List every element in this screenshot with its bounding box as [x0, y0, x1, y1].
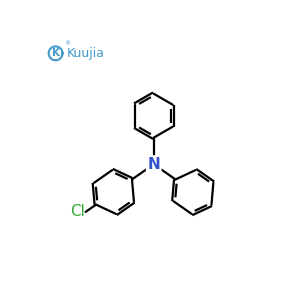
Text: Kuujia: Kuujia [67, 47, 105, 60]
Text: Cl: Cl [70, 204, 85, 219]
Text: ®: ® [64, 41, 70, 46]
Text: K: K [52, 48, 60, 58]
Text: N: N [147, 157, 160, 172]
